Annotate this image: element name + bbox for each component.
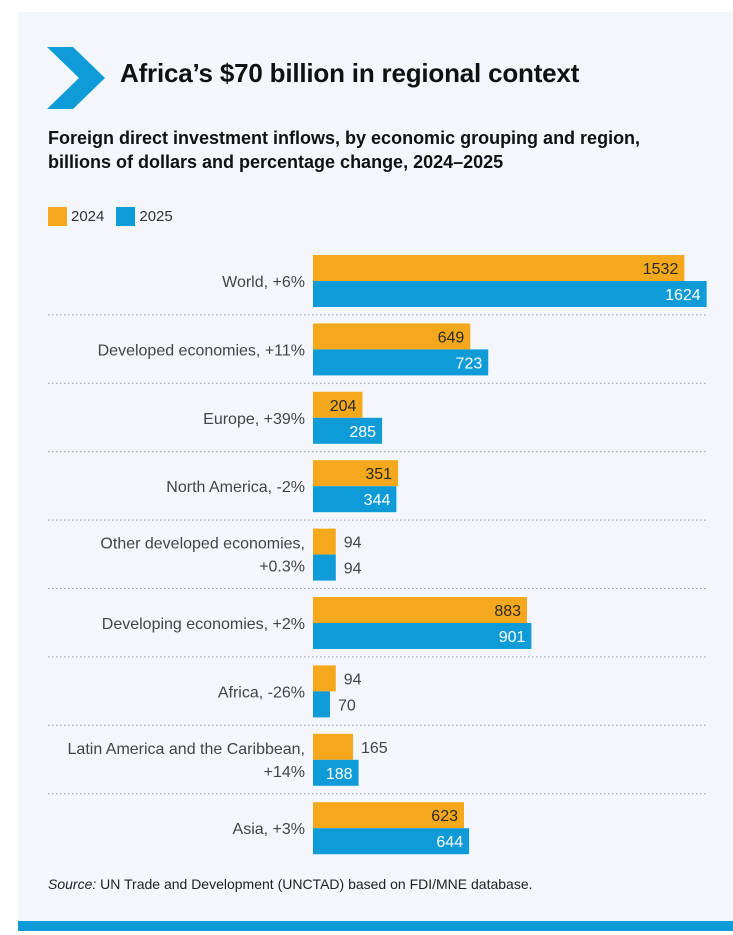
category-label-line: Asia, +3% (233, 821, 305, 838)
data-label-2025: 188 (326, 766, 353, 783)
category-label: Latin America and the Caribbean, +14% (68, 741, 305, 781)
source-text: UN Trade and Development (UNCTAD) based … (96, 876, 533, 892)
bar-2024 (313, 323, 471, 350)
legend-item-2025: 2025 (116, 207, 173, 226)
bar-2024 (313, 528, 336, 555)
data-label-2025: 285 (349, 424, 376, 441)
legend-label-2025: 2025 (139, 208, 173, 225)
bar-2025 (313, 554, 336, 581)
bar-2024 (313, 255, 685, 281)
data-label-2024: 204 (330, 398, 357, 415)
data-label-2024: 165 (361, 740, 388, 757)
data-label-2025: 94 (344, 561, 362, 578)
bar-2025 (313, 623, 532, 649)
bar-2025 (313, 759, 359, 786)
category-label-line: North America, -2% (166, 479, 305, 496)
category-label-line: Developing economies, +2% (102, 616, 305, 633)
bar-2024 (313, 802, 465, 829)
data-label-2024: 623 (431, 808, 458, 825)
category-label-line: Other developed economies, (100, 536, 305, 553)
bar-2024 (313, 665, 336, 692)
data-label-2025: 344 (364, 492, 391, 509)
data-label-2025: 70 (338, 697, 356, 714)
category-label-line: World, +6% (222, 274, 305, 291)
category-label-line: Africa, -26% (218, 684, 305, 701)
bar-2025 (313, 281, 707, 307)
data-label-2025: 901 (499, 629, 526, 646)
category-label-line: Europe, +39% (203, 411, 305, 428)
data-label-2024: 883 (494, 603, 521, 620)
data-label-2025: 644 (436, 834, 463, 851)
bar-2025 (313, 828, 470, 855)
category-label: Asia, +3% (233, 821, 305, 838)
category-label: Developing economies, +2% (102, 616, 305, 633)
bar-2025 (313, 691, 330, 718)
category-label-line: +0.3% (259, 559, 305, 576)
data-label-2024: 649 (438, 329, 465, 346)
data-label-2025: 1624 (665, 287, 701, 304)
category-label: Africa, -26% (218, 684, 305, 701)
category-label-line: Developed economies, +11% (98, 342, 305, 359)
data-label-2024: 94 (344, 535, 362, 552)
chart-title: Africa’s $70 billion in regional context (120, 58, 580, 88)
legend-swatch-2024 (48, 207, 67, 226)
category-label: Other developed economies, +0.3% (100, 536, 305, 576)
category-label-line: Latin America and the Caribbean, (68, 741, 305, 758)
bar-2024 (313, 733, 353, 760)
data-label-2024: 94 (344, 671, 362, 688)
bar-2025 (313, 486, 397, 513)
bar-2024 (313, 460, 399, 487)
chevron-right-icon (47, 47, 105, 109)
category-label: Developed economies, +11% (98, 342, 305, 359)
bar-2024 (313, 391, 363, 418)
data-label-2024: 1532 (643, 261, 679, 278)
bottom-rule (18, 921, 733, 931)
data-label-2024: 351 (365, 466, 392, 483)
legend-item-2024: 2024 (48, 207, 104, 226)
bar-2025 (313, 417, 383, 444)
source-label: Source: (48, 876, 97, 892)
category-label: World, +6% (222, 274, 305, 291)
category-label: North America, -2% (166, 479, 305, 496)
category-label: Europe, +39% (203, 411, 305, 428)
bar-2024 (313, 597, 528, 623)
bar-2025 (313, 349, 489, 376)
legend: 2024 2025 (48, 207, 185, 226)
data-label-2025: 723 (456, 355, 483, 372)
chart-subtitle: Foreign direct investment inflows, by ec… (48, 128, 641, 172)
legend-label-2024: 2024 (71, 208, 105, 225)
legend-swatch-2025 (116, 207, 136, 226)
source-note: Source: UN Trade and Development (UNCTAD… (48, 876, 533, 892)
category-label-line: +14% (264, 764, 305, 781)
